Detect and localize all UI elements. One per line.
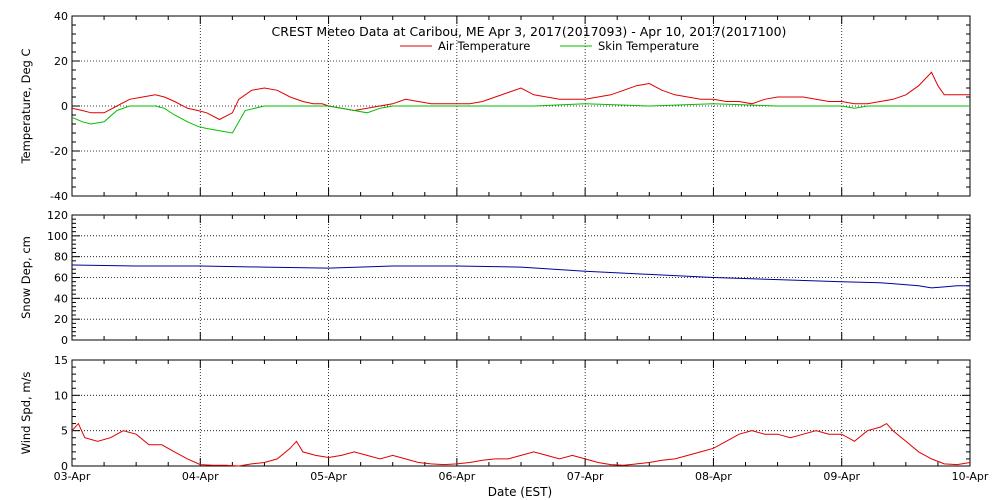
x-tick-label: 03-Apr (54, 470, 91, 483)
y-tick-label: 0 (61, 100, 68, 113)
y-tick-label: 80 (54, 251, 68, 264)
x-axis-label: Date (EST) (488, 485, 552, 499)
y-tick-label: 5 (61, 425, 68, 438)
y-tick-label: 15 (54, 354, 68, 367)
chart-title: CREST Meteo Data at Caribou, ME Apr 3, 2… (272, 24, 787, 39)
x-tick-label: 08-Apr (695, 470, 732, 483)
panel-2: 0 20 40 60 80 100 120 Snow Dep, cm (19, 209, 971, 347)
y-axis-label: Temperature, Deg C (19, 48, 33, 164)
y-axis-label: Snow Dep, cm (19, 236, 33, 319)
x-tick-label: 09-Apr (823, 470, 860, 483)
y-tick-label: 100 (47, 230, 68, 243)
y-tick-label: 40 (54, 292, 68, 305)
legend-entry: Skin Temperature (598, 39, 699, 53)
y-tick-label: 20 (54, 55, 68, 68)
y-tick-label: 20 (54, 313, 68, 326)
x-tick-label: 06-Apr (438, 470, 475, 483)
y-tick-label: 0 (61, 460, 68, 473)
series-line-air-temperature (71, 71, 970, 121)
y-tick-label: 10 (54, 389, 68, 402)
series-line-panel-3 (71, 422, 971, 467)
y-axis-label: Wind Spd, m/s (19, 372, 33, 455)
panel-1: -40 -20 0 20 40 Temperature, Deg C Air Tempera… (19, 10, 971, 203)
panel-3: 0 5 10 15 Wind Spd, m/s (19, 354, 971, 473)
series-line-skin-temperature (71, 103, 970, 134)
plot-frame (71, 214, 971, 341)
y-tick-label: 0 (61, 334, 68, 347)
legend-entry: Air Temperature (438, 39, 530, 53)
y-tick-label: -40 (50, 190, 68, 203)
y-tick-label: 120 (47, 209, 68, 222)
x-tick-label: 07-Apr (567, 470, 604, 483)
y-tick-label: 60 (54, 272, 68, 285)
y-tick-label: -20 (50, 145, 68, 158)
series-line-panel-2 (71, 264, 970, 289)
x-tick-label: 10-Apr (952, 470, 989, 483)
x-tick-label: 04-Apr (182, 470, 219, 483)
plot-frame (71, 359, 971, 467)
y-tick-label: 40 (54, 10, 68, 23)
x-tick-label: 05-Apr (310, 470, 347, 483)
